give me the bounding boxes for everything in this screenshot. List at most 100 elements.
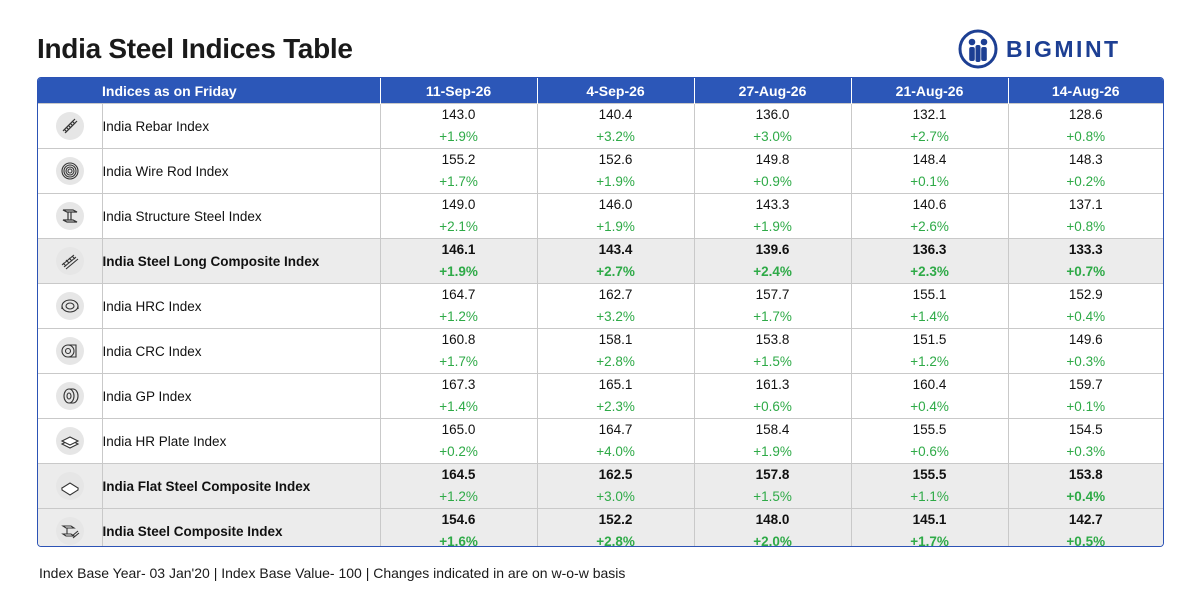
wow-change: +1.5%: [753, 354, 792, 369]
brand-name: BIGMINT: [1006, 35, 1121, 62]
index-name: India GP Index: [102, 373, 381, 419]
index-value: 153.8: [755, 332, 790, 347]
index-value-cell: 158.1 +2.8%: [537, 328, 695, 374]
index-value: 149.8: [755, 152, 790, 167]
index-value-cell: 165.0 +0.2%: [380, 418, 538, 464]
row-icon-cell: [38, 193, 103, 239]
index-value-cell: 152.9 +0.4%: [1008, 283, 1163, 329]
row-icon-cell: [38, 418, 103, 464]
index-value: 132.1: [912, 107, 947, 122]
table-row: India GP Index 167.3 +1.4% 165.1 +2.3% 161.3 +…: [38, 373, 1163, 419]
wow-change: +1.1%: [910, 489, 949, 504]
row-icon-cell: [38, 373, 103, 419]
index-value-cell: 153.8 +0.4%: [1008, 463, 1163, 509]
wow-change: +1.2%: [910, 354, 949, 369]
wow-change: +1.2%: [439, 309, 478, 324]
index-value-cell: 155.5 +1.1%: [851, 463, 1009, 509]
index-value: 137.1: [1068, 197, 1103, 212]
table-row: India Structure Steel Index 149.0 +2.1% 146…: [38, 193, 1163, 239]
index-value-cell: 149.0 +2.1%: [380, 193, 538, 239]
index-value: 162.7: [598, 287, 633, 302]
wow-change: +0.7%: [1066, 264, 1106, 279]
brand-logo: BIGMINT: [958, 28, 1121, 70]
index-value-cell: 136.3 +2.3%: [851, 238, 1009, 284]
table-row: India Flat Steel Composite Index 164.5 +1.…: [38, 463, 1163, 509]
index-value-cell: 149.6 +0.3%: [1008, 328, 1163, 374]
wow-change: +2.7%: [596, 264, 635, 279]
table-header-row: Indices as on Friday 11-Sep-26 4-Sep-26 …: [38, 78, 1163, 104]
index-value: 146.0: [598, 197, 633, 212]
index-value-cell: 157.8 +1.5%: [694, 463, 852, 509]
index-value: 155.5: [912, 467, 947, 482]
index-value: 158.4: [755, 422, 790, 437]
wow-change: +0.8%: [1066, 219, 1106, 234]
wow-change: +2.8%: [596, 354, 635, 369]
index-value: 157.7: [755, 287, 790, 302]
index-value-cell: 155.1 +1.4%: [851, 283, 1009, 329]
index-value: 148.0: [755, 512, 790, 527]
index-value: 161.3: [755, 377, 790, 392]
row-icon-cell: [38, 238, 103, 284]
wow-change: +3.2%: [596, 129, 635, 144]
page-title: India Steel Indices Table: [37, 33, 353, 64]
table-row: India HRC Index 164.7 +1.2% 162.7 +3.2% 157.7…: [38, 283, 1163, 329]
flat-plate-icon: [55, 472, 84, 500]
steel-composite-icon: [55, 517, 84, 545]
wow-change: +1.6%: [439, 534, 478, 547]
table-row: India Steel Long Composite Index 146.1 +1.…: [38, 238, 1163, 284]
index-value: 152.9: [1068, 287, 1103, 302]
galvanized-coil-icon: [55, 382, 84, 410]
index-value-cell: 155.2 +1.7%: [380, 148, 538, 194]
index-value-cell: 152.6 +1.9%: [537, 148, 695, 194]
wow-change: +1.7%: [439, 354, 478, 369]
index-value: 164.7: [441, 287, 476, 302]
index-value: 148.4: [912, 152, 947, 167]
index-value: 149.6: [1068, 332, 1103, 347]
wow-change: +0.3%: [1066, 444, 1106, 459]
index-value: 128.6: [1068, 107, 1103, 122]
row-icon-cell: [38, 508, 103, 546]
wow-change: +1.2%: [439, 489, 478, 504]
index-value-cell: 143.4 +2.7%: [537, 238, 695, 284]
wow-change: +0.6%: [910, 444, 949, 459]
index-value: 152.2: [598, 512, 633, 527]
index-name: India HRC Index: [102, 283, 381, 329]
index-value-cell: 128.6 +0.8%: [1008, 103, 1163, 149]
cold-rolled-coil-icon: [55, 337, 84, 365]
index-value-cell: 151.5 +1.2%: [851, 328, 1009, 374]
row-icon-cell: [38, 463, 103, 509]
wow-change: +2.8%: [596, 534, 635, 547]
wow-change: +0.1%: [1066, 399, 1106, 414]
bigmint-logo-icon: [958, 29, 998, 69]
index-value: 140.4: [598, 107, 633, 122]
index-value-cell: 153.8 +1.5%: [694, 328, 852, 374]
index-value-cell: 148.4 +0.1%: [851, 148, 1009, 194]
index-value-cell: 149.8 +0.9%: [694, 148, 852, 194]
index-value-cell: 137.1 +0.8%: [1008, 193, 1163, 239]
plate-stack-icon: [55, 427, 84, 455]
index-value: 155.5: [912, 422, 947, 437]
index-value-cell: 165.1 +2.3%: [537, 373, 695, 419]
index-value: 160.4: [912, 377, 947, 392]
index-value: 142.7: [1068, 512, 1103, 527]
index-value-cell: 167.3 +1.4%: [380, 373, 538, 419]
index-value-cell: 143.0 +1.9%: [380, 103, 538, 149]
index-name: India Steel Long Composite Index: [102, 238, 381, 284]
index-value: 136.0: [755, 107, 790, 122]
index-value-cell: 148.3 +0.2%: [1008, 148, 1163, 194]
index-name: India Steel Composite Index: [102, 508, 381, 546]
wow-change: +3.0%: [753, 129, 792, 144]
wow-change: +1.9%: [596, 174, 635, 189]
index-value: 164.7: [598, 422, 633, 437]
wow-change: +1.7%: [753, 309, 792, 324]
index-value-cell: 145.1 +1.7%: [851, 508, 1009, 547]
indices-table: Indices as on Friday 11-Sep-26 4-Sep-26 …: [37, 77, 1164, 547]
wow-change: +1.7%: [439, 174, 478, 189]
wow-change: +1.7%: [910, 534, 949, 547]
wow-change: +2.0%: [753, 534, 792, 547]
wow-change: +1.4%: [910, 309, 949, 324]
index-value-cell: 162.5 +3.0%: [537, 463, 695, 509]
i-beam-icon: [55, 202, 84, 230]
row-icon-cell: [38, 148, 103, 194]
